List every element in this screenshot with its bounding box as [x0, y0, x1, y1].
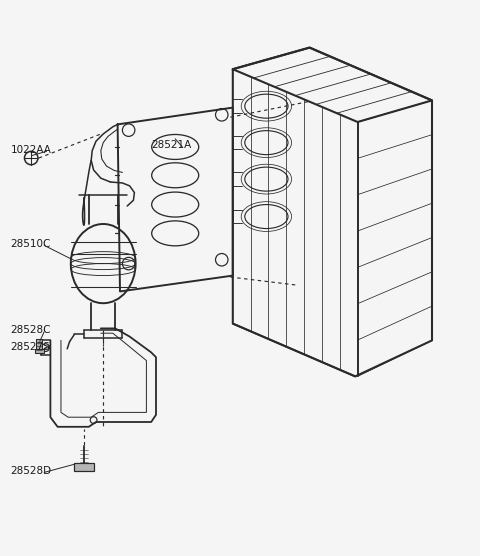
FancyBboxPatch shape: [36, 339, 42, 350]
Text: 28527S: 28527S: [11, 342, 50, 352]
Text: 28510C: 28510C: [11, 239, 51, 249]
FancyBboxPatch shape: [35, 349, 44, 354]
Text: 28521A: 28521A: [151, 141, 192, 151]
FancyBboxPatch shape: [74, 463, 94, 471]
Text: 1022AA: 1022AA: [11, 145, 51, 155]
Text: 28528D: 28528D: [11, 466, 52, 476]
Text: 28528C: 28528C: [11, 325, 51, 335]
